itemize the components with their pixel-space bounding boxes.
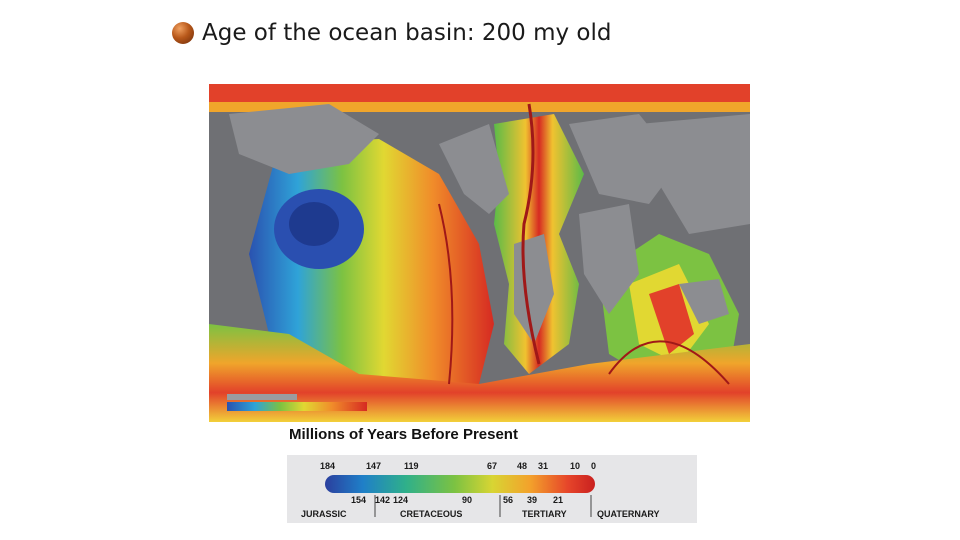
tick-top-67: 67 bbox=[487, 461, 497, 471]
title-row: Age of the ocean basin: 200 my old bbox=[172, 20, 612, 46]
ocean-floor-age-map bbox=[209, 84, 750, 422]
tick-top-147: 147 bbox=[366, 461, 381, 471]
period-quaternary: QUATERNARY bbox=[597, 509, 660, 519]
tick-top-184: 184 bbox=[320, 461, 335, 471]
tick-bottom-154: 154 bbox=[351, 495, 366, 505]
tick-bottom-90: 90 bbox=[462, 495, 472, 505]
legend-caption: Millions of Years Before Present bbox=[289, 426, 518, 443]
tick-top-48: 48 bbox=[517, 461, 527, 471]
tick-top-0: 0 bbox=[591, 461, 596, 471]
tick-bottom-56: 56 bbox=[503, 495, 513, 505]
tick-bottom-142: 142 bbox=[375, 495, 390, 505]
age-color-legend: 184 147 119 67 48 31 10 0 154 142 124 90… bbox=[287, 455, 697, 523]
tick-bottom-124: 124 bbox=[393, 495, 408, 505]
tick-top-31: 31 bbox=[538, 461, 548, 471]
period-cretaceous: CRETACEOUS bbox=[400, 509, 462, 519]
tick-bottom-21: 21 bbox=[553, 495, 563, 505]
tick-bottom-39: 39 bbox=[527, 495, 537, 505]
period-tertiary: TERTIARY bbox=[522, 509, 567, 519]
legend-color-bar bbox=[325, 475, 595, 493]
period-jurassic: JURASSIC bbox=[301, 509, 347, 519]
slide-title: Age of the ocean basin: 200 my old bbox=[202, 20, 612, 46]
bullet-circle-icon bbox=[172, 22, 194, 44]
tick-top-119: 119 bbox=[404, 461, 419, 471]
tick-top-10: 10 bbox=[570, 461, 580, 471]
